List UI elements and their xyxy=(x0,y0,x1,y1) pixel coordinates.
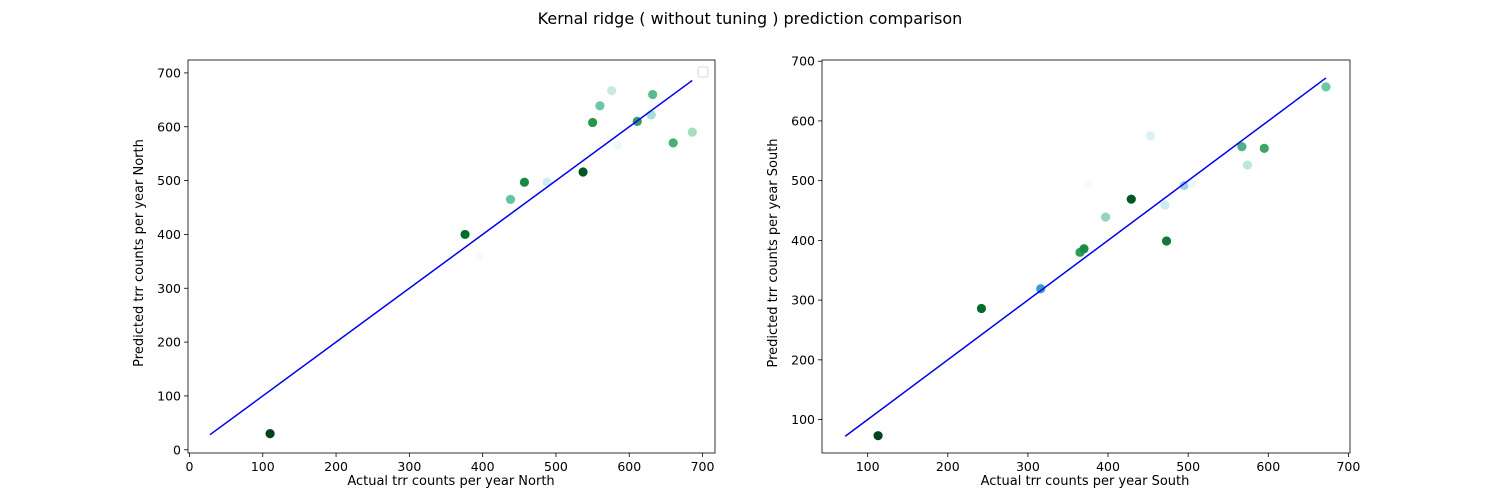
x-tick-label-south: 300 xyxy=(1016,459,1040,474)
axes-frame-south xyxy=(821,59,1351,454)
y-tick-label-south: 700 xyxy=(791,54,815,69)
scatter-point-north xyxy=(612,140,623,151)
scatter-point-south xyxy=(1179,180,1189,191)
y-tick-label-north: 200 xyxy=(157,335,181,350)
scatter-panel-north: Actual trr counts per year North Predict… xyxy=(132,59,716,489)
legend-box-north xyxy=(697,66,709,78)
fit-line-south xyxy=(844,77,1327,437)
scatter-point-south xyxy=(1036,284,1046,294)
scatter-point-north xyxy=(646,110,656,120)
y-tick-label-south: 200 xyxy=(791,352,815,367)
scatter-point-north xyxy=(668,138,678,148)
y-tick-label-north: 100 xyxy=(157,388,181,403)
scatter-point-north xyxy=(505,194,516,205)
y-tick-label-south: 100 xyxy=(791,412,815,427)
scatter-point-south xyxy=(1145,131,1156,141)
scatter-point-north xyxy=(265,429,275,439)
x-tick-label-north: 700 xyxy=(691,459,715,474)
scatter-point-south xyxy=(1237,142,1247,152)
y-axis-label-north: Predicted trr counts per year North xyxy=(132,139,147,367)
scatter-point-south xyxy=(1187,179,1197,189)
figure-title: Kernal ridge ( without tuning ) predicti… xyxy=(538,9,963,28)
y-tick-label-north: 600 xyxy=(157,119,181,134)
x-tick-label-north: 400 xyxy=(471,459,495,474)
y-axis-label-south: Predicted trr counts per year South xyxy=(766,138,781,367)
scatter-point-north xyxy=(474,252,484,262)
scatter-point-north xyxy=(595,101,605,111)
axes-frame-north xyxy=(187,59,716,454)
scatter-point-north xyxy=(460,229,470,240)
scatter-point-north xyxy=(648,89,658,100)
y-tick-label-north: 400 xyxy=(157,227,181,242)
x-tick-label-south: 200 xyxy=(936,459,960,474)
y-tick-label-north: 0 xyxy=(173,442,181,457)
scatter-point-north xyxy=(519,177,530,187)
scatter-panel-south: Actual trr counts per year South Predict… xyxy=(766,54,1360,489)
y-tick-label-north: 700 xyxy=(157,65,181,80)
scatter-point-north xyxy=(607,86,617,96)
y-tick-label-north: 300 xyxy=(157,281,181,296)
x-tick-label-south: 500 xyxy=(1176,459,1200,474)
scatter-point-south xyxy=(1259,143,1269,153)
scatter-point-north xyxy=(687,127,697,137)
scatter-point-south xyxy=(976,303,987,314)
fit-line-north xyxy=(209,79,693,436)
x-tick-label-south: 400 xyxy=(1096,459,1120,474)
y-tick-label-south: 300 xyxy=(791,293,815,308)
scatter-point-south xyxy=(1160,200,1170,210)
scatter-point-north xyxy=(587,117,598,128)
x-tick-label-north: 300 xyxy=(397,459,421,474)
x-axis-label-north: Actual trr counts per year North xyxy=(347,474,554,489)
x-tick-label-south: 700 xyxy=(1336,459,1360,474)
scatter-point-south xyxy=(873,431,883,441)
scatter-point-north xyxy=(578,167,588,177)
x-axis-label-south: Actual trr counts per year South xyxy=(981,474,1190,489)
y-tick-label-north: 500 xyxy=(157,173,181,188)
y-tick-label-south: 500 xyxy=(791,173,815,188)
scatter-point-south xyxy=(1161,236,1172,246)
y-tick-label-south: 400 xyxy=(791,233,815,248)
scatter-point-south xyxy=(1101,212,1111,222)
scatter-point-south xyxy=(1126,194,1136,204)
scatter-point-south xyxy=(1242,160,1253,170)
x-tick-label-north: 200 xyxy=(324,459,348,474)
scatter-point-south xyxy=(1321,82,1331,92)
x-tick-label-north: 600 xyxy=(617,459,641,474)
x-tick-label-north: 500 xyxy=(544,459,568,474)
x-tick-label-south: 600 xyxy=(1256,459,1280,474)
scatter-point-south xyxy=(1079,244,1089,254)
x-tick-label-north: 0 xyxy=(185,459,193,474)
x-tick-label-north: 100 xyxy=(251,459,275,474)
y-tick-label-south: 600 xyxy=(791,113,815,128)
x-tick-label-south: 100 xyxy=(856,459,880,474)
scatter-point-south xyxy=(1084,180,1094,191)
